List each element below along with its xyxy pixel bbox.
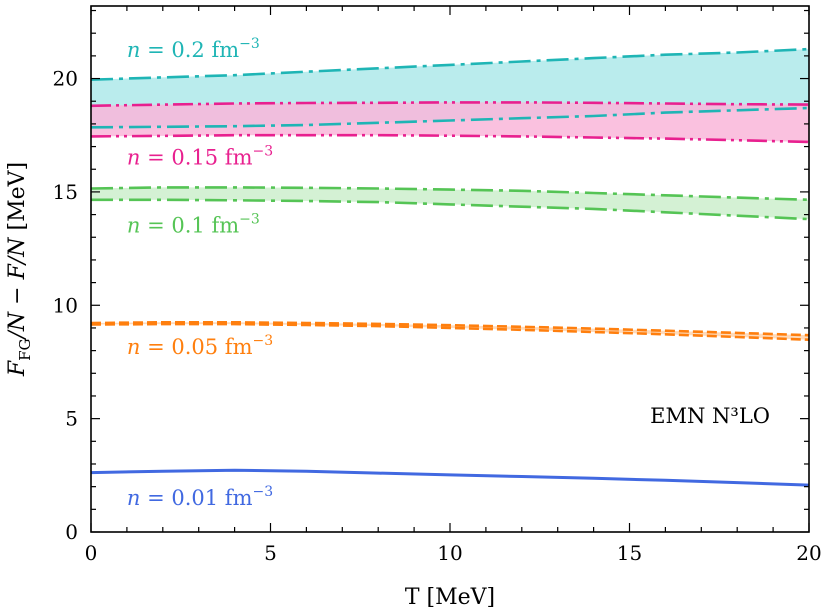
series-label-1: n = 0.15 fm−3: [127, 144, 273, 170]
chart-annotation: EMN N³LO: [650, 404, 770, 428]
series-lower-n-005-fm-: [91, 322, 809, 341]
y-tick-label: 0: [65, 520, 78, 544]
series-lower-n-02-fm-: [91, 106, 809, 129]
series-upper-n-005-fm-: [91, 320, 809, 337]
series-lower-n-01-fm-: [91, 198, 809, 221]
series-line-n-001-fm-: [91, 468, 809, 487]
band-n-015-fm-: [91, 102, 809, 142]
series-label-3: n = 0.05 fm−3: [127, 333, 273, 359]
x-tick-label: 20: [796, 541, 821, 565]
series-upper-n-01-fm-: [91, 186, 809, 202]
x-tick-label: 10: [437, 541, 462, 565]
series-label-0: n = 0.2 fm−3: [127, 36, 260, 62]
y-tick-label: 5: [65, 407, 78, 431]
series-label-2: n = 0.1 fm−3: [127, 212, 260, 238]
y-tick-label: 20: [53, 67, 78, 91]
x-tick-label: 0: [85, 541, 98, 565]
y-tick-label: 10: [53, 293, 78, 317]
x-tick-label: 5: [264, 541, 277, 565]
x-axis-label: T [MeV]: [405, 585, 495, 610]
series-label-4: n = 0.01 fm−3: [127, 484, 273, 510]
y-axis-label: FFG/N − F/N [MeV]: [5, 162, 34, 377]
series-upper-n-02-fm-: [91, 47, 809, 81]
y-tick-label: 15: [53, 180, 78, 204]
x-tick-label: 15: [617, 541, 642, 565]
